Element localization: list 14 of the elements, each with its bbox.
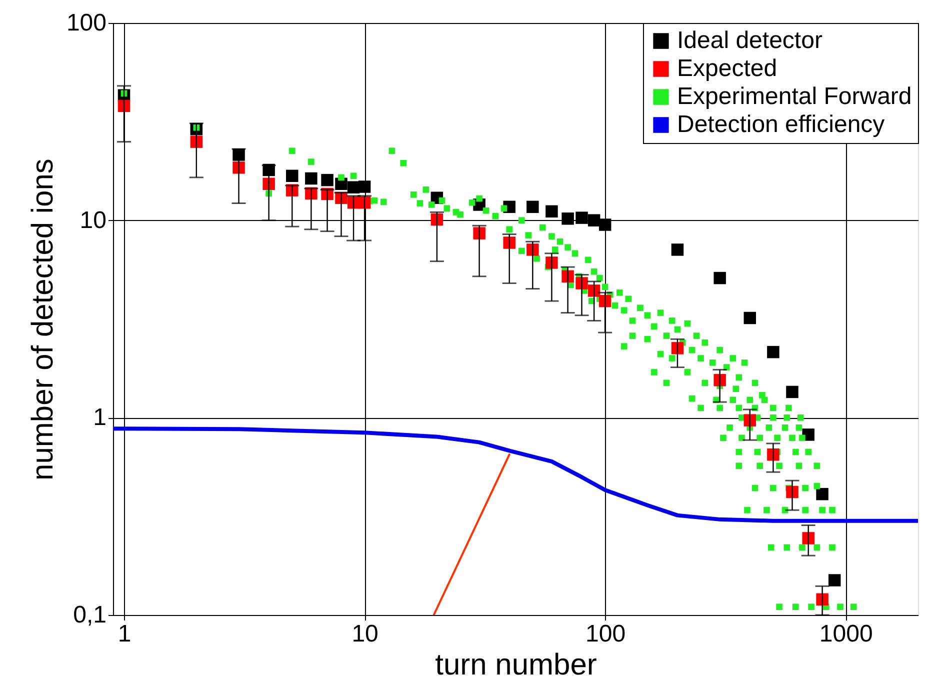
y-tick-label: 1 — [93, 404, 106, 432]
y-axis-title: number of detected ions — [26, 158, 60, 480]
x-tick-label: 1000 — [819, 620, 873, 648]
x-tick-label: 100 — [586, 620, 626, 648]
legend-label: Experimental Forward — [677, 83, 912, 110]
y-tick-label: 100 — [66, 10, 106, 36]
x-axis-title: turn number — [435, 648, 597, 682]
x-tick-label: 10 — [352, 620, 378, 648]
y-tick-label: 0,1 — [73, 602, 106, 628]
x-tick-label: 1 — [118, 620, 132, 648]
legend-label: Expected — [677, 55, 778, 82]
y-tick-label: 10 — [80, 206, 106, 234]
legend-label: Detection efficiency — [677, 111, 885, 138]
legend-label: Ideal detector — [677, 27, 822, 54]
